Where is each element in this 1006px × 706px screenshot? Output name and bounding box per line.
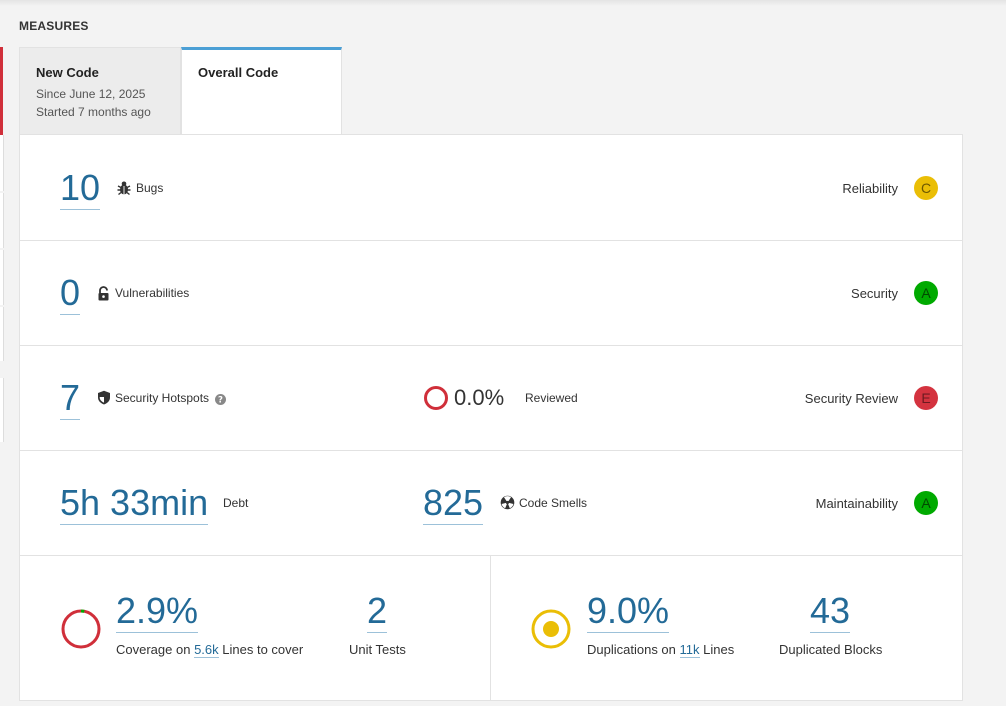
reviewed-label: Reviewed bbox=[525, 391, 578, 405]
vulnerabilities-count-link[interactable]: 0 bbox=[60, 272, 81, 315]
section-heading: MEASURES bbox=[19, 19, 89, 33]
lines-to-cover-link[interactable]: 5.6k bbox=[194, 642, 219, 658]
unit-tests-count-link[interactable]: 2 bbox=[367, 590, 388, 633]
security-review-rating-badge[interactable]: E bbox=[914, 386, 938, 410]
duplications-caption-prefix: Duplications on bbox=[587, 642, 676, 657]
unit-tests-label: Unit Tests bbox=[349, 642, 406, 657]
shield-icon bbox=[97, 390, 111, 410]
code-smells-label: Code Smells bbox=[519, 496, 588, 510]
debt-value-link[interactable]: 5h 33min bbox=[60, 482, 209, 525]
lock-icon bbox=[97, 286, 110, 306]
security-rating-badge[interactable]: A bbox=[914, 281, 938, 305]
side-panel-edge bbox=[0, 135, 4, 191]
coverage-percent-link[interactable]: 2.9% bbox=[116, 590, 199, 633]
duplications-percent-link[interactable]: 9.0% bbox=[587, 590, 670, 633]
tab-started: Started 7 months ago bbox=[36, 105, 151, 119]
duplicated-blocks-label: Duplicated Blocks bbox=[779, 642, 883, 657]
code-smells-count-link[interactable]: 825 bbox=[423, 482, 484, 525]
bugs-count-link[interactable]: 10 bbox=[60, 167, 101, 210]
tab-overall-code[interactable]: Overall Code bbox=[181, 47, 342, 135]
tab-title: Overall Code bbox=[198, 65, 279, 80]
svg-text:?: ? bbox=[218, 396, 223, 405]
side-panel-edge bbox=[0, 193, 4, 248]
hotspots-row: 7 Security Hotspots ? 0.0% Reviewed Secu… bbox=[20, 345, 962, 451]
tab-since-date: Since June 12, 2025 bbox=[36, 87, 146, 101]
security-review-label: Security Review bbox=[804, 391, 898, 406]
side-panel-edge bbox=[0, 378, 4, 442]
bug-icon bbox=[116, 180, 132, 201]
reviewed-percent[interactable]: 0.0% bbox=[454, 385, 505, 410]
coverage-caption: Coverage on 5.6k Lines to cover bbox=[116, 642, 304, 658]
help-icon[interactable]: ? bbox=[215, 392, 226, 410]
coverage-caption-suffix: Lines to cover bbox=[222, 642, 304, 657]
reviewed-donut-icon bbox=[423, 385, 449, 416]
duplications-donut-icon bbox=[530, 608, 572, 655]
code-smell-icon bbox=[500, 495, 515, 515]
side-panel-edge bbox=[0, 307, 4, 361]
duplications-caption-suffix: Lines bbox=[703, 642, 735, 657]
maintainability-label: Maintainability bbox=[815, 496, 898, 511]
bugs-label: Bugs bbox=[136, 181, 164, 195]
measures-panel: 10 Bugs Reliability C 0 Vulnerabilities … bbox=[19, 134, 963, 701]
maintainability-row: 5h 33min Debt 825 Code Smells Maintainab… bbox=[20, 450, 962, 556]
reliability-row: 10 Bugs Reliability C bbox=[20, 135, 962, 241]
duplications-caption: Duplications on 11k Lines bbox=[587, 642, 735, 658]
side-panel-edge bbox=[0, 250, 4, 305]
security-row: 0 Vulnerabilities Security A bbox=[20, 240, 962, 346]
tab-title: New Code bbox=[36, 65, 99, 80]
duplicated-lines-link[interactable]: 11k bbox=[679, 642, 700, 658]
debt-label: Debt bbox=[223, 496, 249, 510]
maintainability-rating-badge[interactable]: A bbox=[914, 491, 938, 515]
tab-new-code[interactable]: New Code Since June 12, 2025 Started 7 m… bbox=[19, 47, 181, 135]
coverage-donut-icon bbox=[60, 608, 102, 655]
security-label: Security bbox=[851, 286, 898, 301]
hotspots-count-link[interactable]: 7 bbox=[60, 377, 81, 420]
reliability-label: Reliability bbox=[842, 181, 898, 196]
coverage-duplications-row: 2.9% Coverage on 5.6k Lines to cover 2 U… bbox=[20, 555, 962, 700]
side-active-indicator bbox=[0, 47, 3, 135]
vulnerabilities-label: Vulnerabilities bbox=[115, 286, 190, 300]
duplicated-blocks-count-link[interactable]: 43 bbox=[810, 590, 851, 633]
hotspots-label: Security Hotspots bbox=[115, 391, 210, 405]
section-divider bbox=[490, 555, 491, 700]
coverage-caption-prefix: Coverage on bbox=[116, 642, 191, 657]
reliability-rating-badge[interactable]: C bbox=[914, 176, 938, 200]
